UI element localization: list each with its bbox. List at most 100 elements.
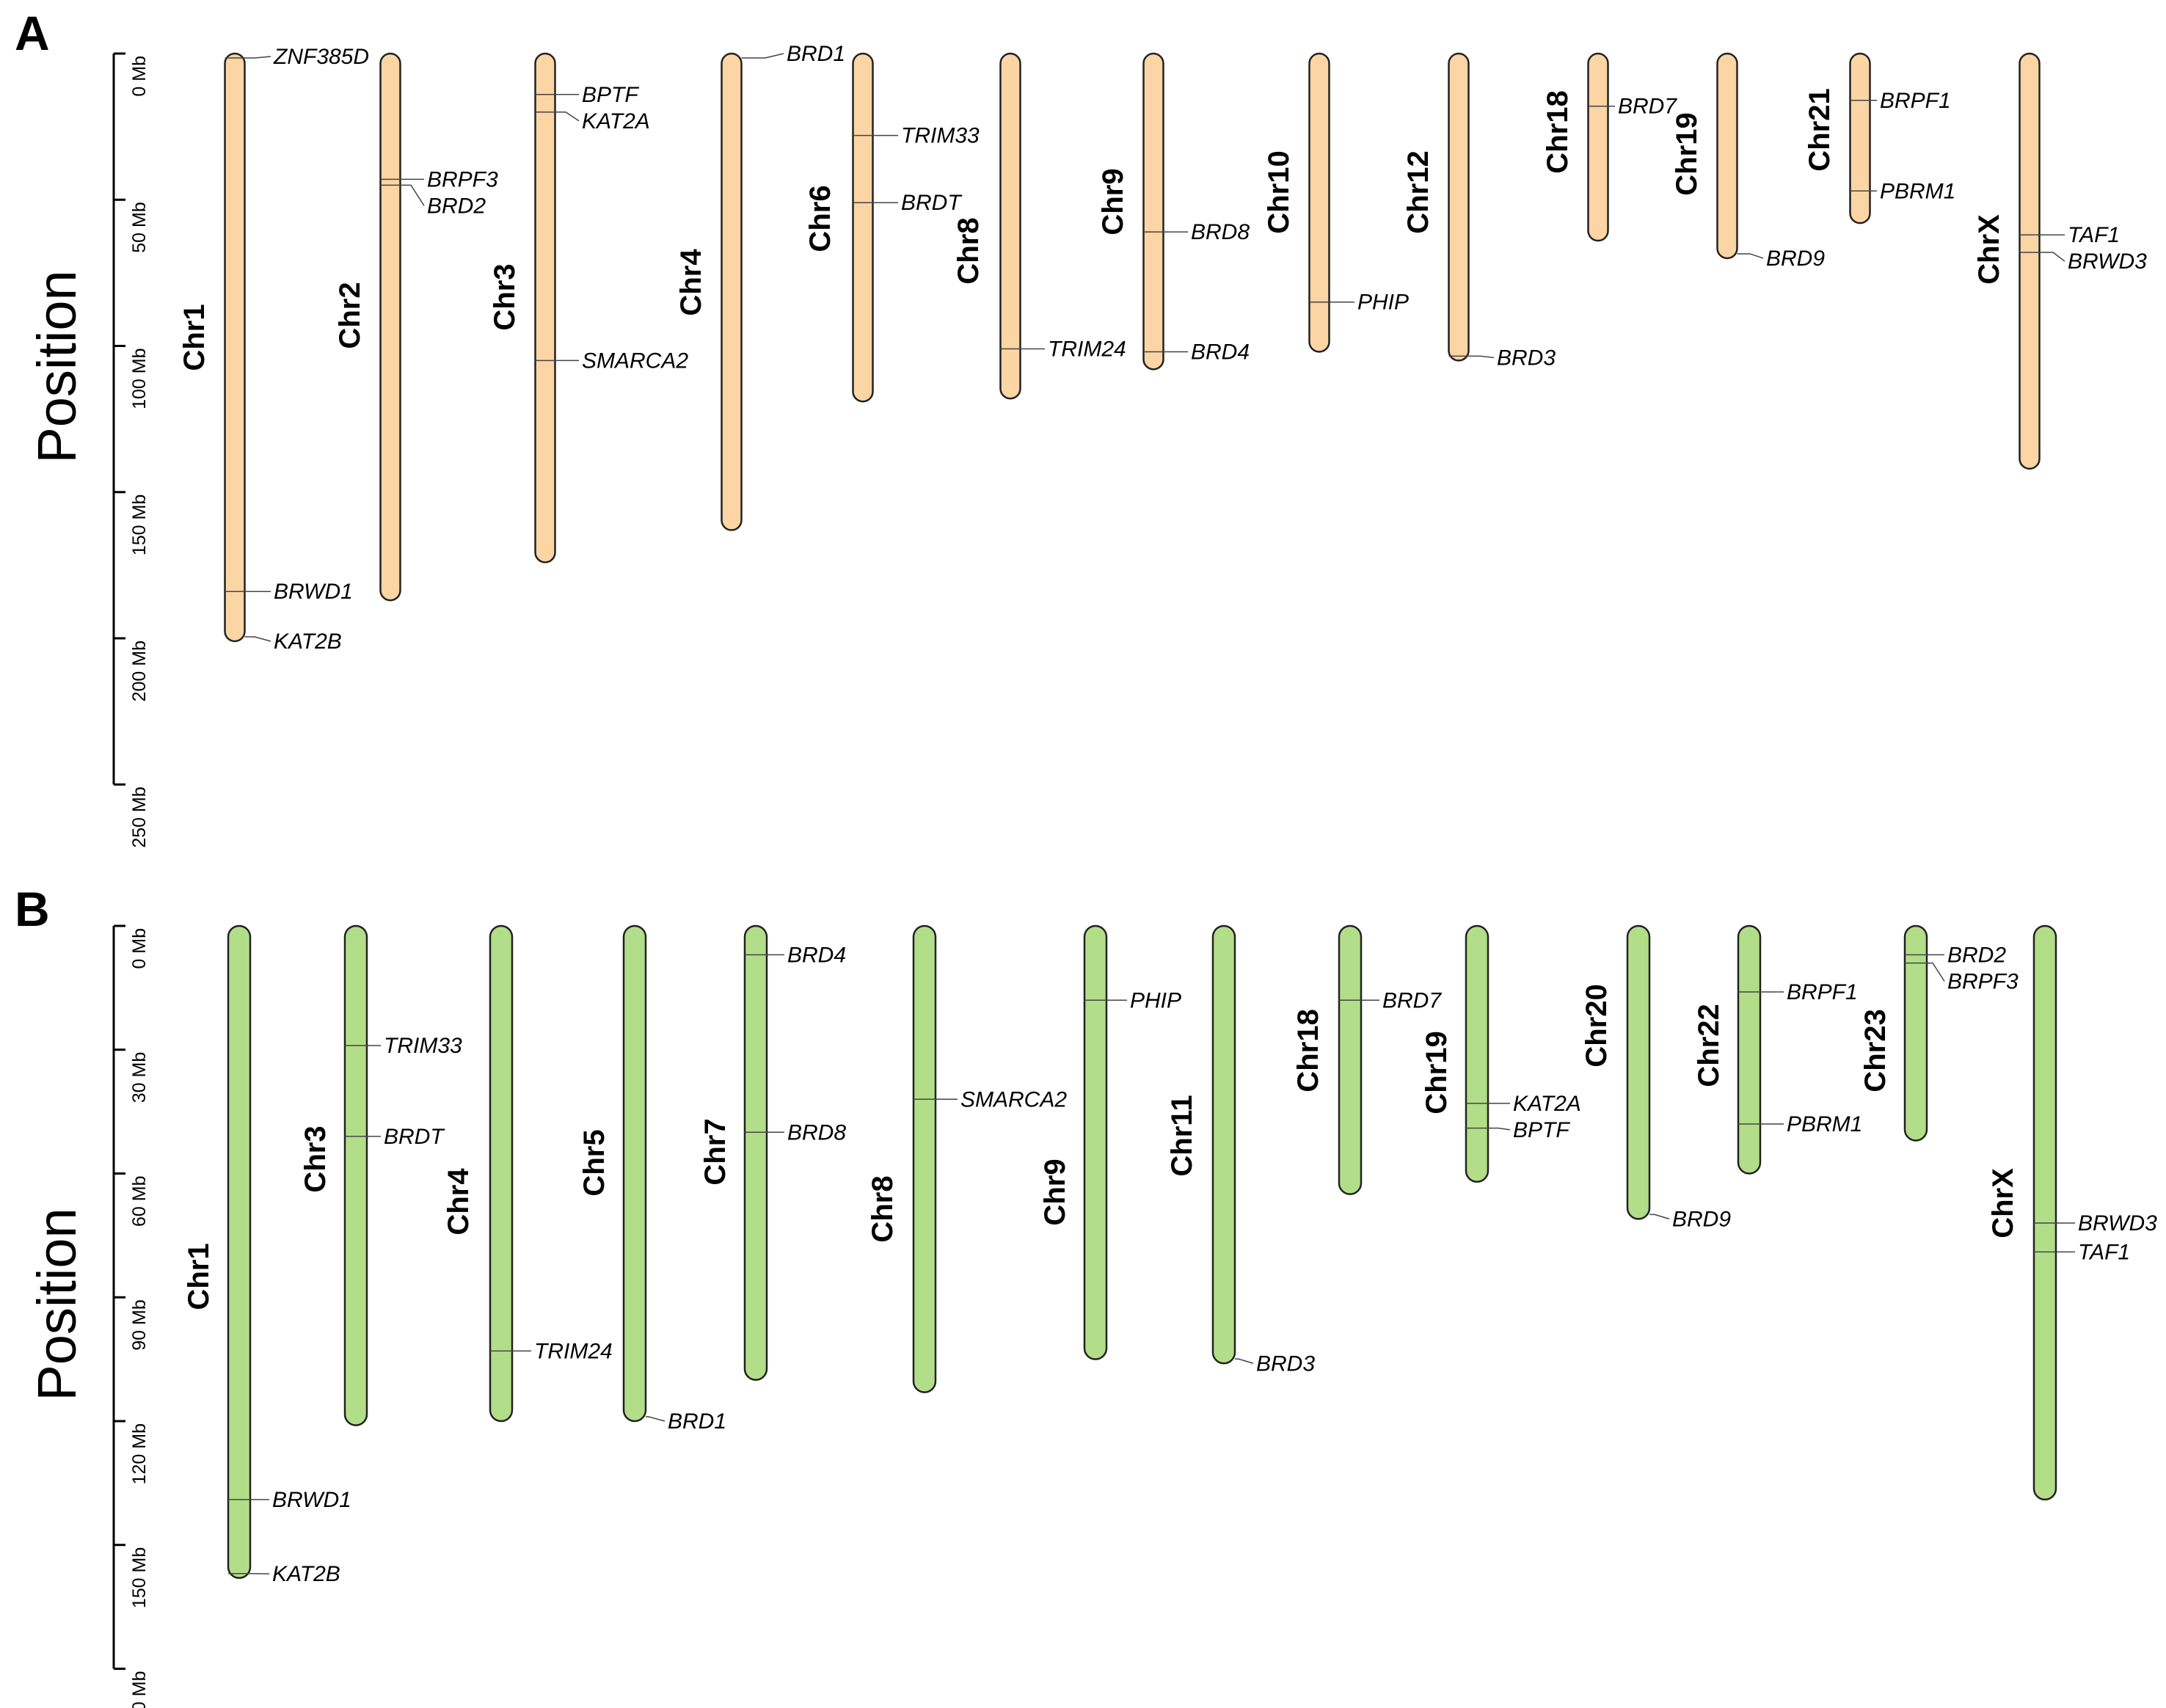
gene-label-trim24: TRIM24 — [1048, 337, 1126, 361]
gene-label-phip: PHIP — [1130, 988, 1181, 1012]
y-axis-tick-label: 200 Mb — [129, 640, 150, 701]
gene-label-phip: PHIP — [1357, 291, 1409, 315]
gene-label-znf385d: ZNF385D — [273, 45, 369, 69]
gene-label-brd4: BRD4 — [787, 943, 846, 967]
chromosome-label: Chr1 — [183, 1243, 215, 1310]
gene-label-brd8: BRD8 — [1191, 220, 1250, 244]
chromosome-chr22 — [1737, 924, 1762, 1175]
gene-connector — [1488, 1127, 1511, 1131]
panel-a: A Position 0 Mb 50 Mb 100 Mb 150 Mb 200 Mb 250 … — [15, 6, 2147, 848]
y-axis-tick-label: 50 Mb — [129, 202, 150, 252]
gene-label-brd3: BRD3 — [1497, 346, 1556, 370]
chromosome-chr12 — [1448, 52, 1470, 362]
gene-label-smarca2: SMARCA2 — [960, 1087, 1067, 1112]
chromosome-chr1 — [224, 52, 246, 643]
gene-label-brd8: BRD8 — [787, 1120, 846, 1145]
panel-letter: A — [15, 6, 50, 60]
chromosome-label: Chr23 — [1859, 1009, 1892, 1092]
gene-label-pbrm1: PBRM1 — [1880, 179, 1955, 203]
y-axis-tick-label: 100 Mb — [129, 348, 150, 409]
gene-label-kat2b: KAT2B — [274, 629, 342, 654]
chromosome-label: Chr22 — [1693, 1004, 1725, 1087]
chromosome-label: Chr11 — [1166, 1095, 1198, 1176]
chromosome-chr2 — [379, 52, 401, 602]
chromosome-label: Chr1 — [178, 304, 211, 371]
chromosome-chr9 — [1142, 52, 1164, 371]
y-axis-tick-label: 150 Mb — [129, 1547, 150, 1608]
gene-label-brd2: BRD2 — [427, 194, 486, 218]
gene-label-bptf: BPTF — [582, 83, 639, 107]
chromosome-label: Chr8 — [952, 217, 985, 284]
y-axis-tick-label: 150 Mb — [129, 494, 150, 555]
chromosome-chr8 — [999, 52, 1021, 400]
gene-connector — [1737, 253, 1764, 259]
gene-connector — [741, 53, 784, 59]
chromosome-label: Chr18 — [1542, 90, 1574, 173]
gene-label-brdt: BRDT — [901, 191, 963, 215]
gene-label-pbrm1: PBRM1 — [1787, 1112, 1862, 1136]
gene-label-brd2: BRD2 — [1947, 943, 2006, 967]
chromosome-chr6 — [852, 52, 874, 403]
chromosome-label: Chr5 — [578, 1129, 610, 1196]
chromosome-chr3 — [534, 52, 556, 563]
chromosome-label: Chr10 — [1263, 150, 1295, 233]
gene-label-brwd3: BRWD3 — [2078, 1211, 2157, 1236]
gene-label-brwd1: BRWD1 — [274, 580, 353, 604]
chromosome-label: Chr7 — [699, 1118, 732, 1185]
chromosome-chr21 — [1849, 52, 1871, 225]
chromosome-chr18 — [1587, 52, 1609, 242]
chromosome-chr23 — [1903, 924, 1928, 1142]
y-axis-tick-label: 250 Mb — [129, 787, 150, 847]
chromosome-label: ChrX — [1987, 1168, 2019, 1238]
gene-label-kat2a: KAT2A — [1513, 1092, 1581, 1116]
chromosome-label: Chr19 — [1671, 112, 1703, 195]
chromosome-label: Chr12 — [1402, 150, 1434, 233]
gene-label-kat2b: KAT2B — [272, 1562, 340, 1586]
chromosome-chr4 — [489, 924, 514, 1423]
chromosome-chr11 — [1211, 924, 1236, 1365]
chromosome-label: Chr8 — [867, 1175, 899, 1242]
gene-connector — [1235, 1358, 1254, 1364]
chromosome-label: Chr6 — [804, 185, 836, 252]
gene-label-smarca2: SMARCA2 — [582, 348, 688, 373]
gene-label-brd9: BRD9 — [1672, 1207, 1731, 1231]
gene-connector — [244, 636, 271, 642]
chromosome-chr5 — [622, 924, 647, 1423]
chromosome-chr3 — [343, 924, 368, 1426]
y-axis-tick-label: 180 Mb — [129, 1671, 150, 1708]
chromosome-label: Chr4 — [675, 249, 707, 316]
gene-label-brpf1: BRPF1 — [1880, 89, 1951, 113]
gene-label-brdt: BRDT — [384, 1125, 445, 1149]
y-axis-tick-label: 120 Mb — [129, 1423, 150, 1484]
chromosome-label: Chr3 — [299, 1125, 332, 1192]
gene-label-taf1: TAF1 — [2068, 223, 2120, 247]
chromosome-chr19 — [1465, 924, 1489, 1183]
gene-label-brd7: BRD7 — [1618, 95, 1677, 119]
gene-label-brd7: BRD7 — [1382, 988, 1442, 1012]
gene-connector — [244, 56, 271, 59]
gene-label-brpf3: BRPF3 — [427, 167, 498, 191]
y-axis-tick-label: 0 Mb — [129, 56, 150, 97]
y-axis-tick-label: 60 Mb — [129, 1176, 150, 1227]
gene-label-brpf3: BRPF3 — [1947, 969, 2019, 993]
chromosome-label: Chr18 — [1292, 1009, 1324, 1092]
gene-label-brd1: BRD1 — [668, 1409, 726, 1434]
gene-connector — [555, 111, 580, 122]
gene-label-brwd3: BRWD3 — [2068, 249, 2147, 274]
chromosome-label: Chr3 — [489, 263, 521, 330]
gene-connector — [400, 184, 425, 206]
panel-b: B Position 0 Mb 30 Mb 60 Mb 90 Mb 120 Mb 150 Mb… — [15, 882, 2157, 1708]
gene-label-trim24: TRIM24 — [534, 1339, 613, 1363]
gene-label-brd1: BRD1 — [787, 42, 845, 66]
chromosome-label: Chr9 — [1039, 1158, 1071, 1225]
chromosome-chr1 — [227, 924, 252, 1579]
axis-title: Position — [26, 270, 87, 463]
chromosome-chrx — [2019, 52, 2041, 470]
gene-label-trim33: TRIM33 — [384, 1034, 462, 1058]
chromosome-label: Chr20 — [1580, 984, 1613, 1067]
chromosome-label: Chr4 — [442, 1168, 475, 1236]
chromosome-label: Chr21 — [1804, 88, 1836, 171]
chromosome-label: Chr9 — [1097, 168, 1129, 235]
panel-letter: B — [15, 882, 50, 936]
